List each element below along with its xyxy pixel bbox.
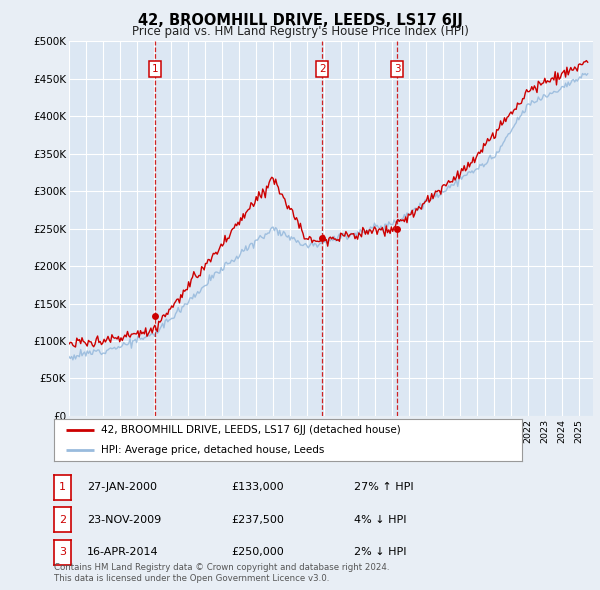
Text: £250,000: £250,000 <box>231 548 284 557</box>
Text: HPI: Average price, detached house, Leeds: HPI: Average price, detached house, Leed… <box>101 445 324 455</box>
Text: 2% ↓ HPI: 2% ↓ HPI <box>354 548 407 557</box>
Text: 27-JAN-2000: 27-JAN-2000 <box>87 483 157 492</box>
Text: Price paid vs. HM Land Registry's House Price Index (HPI): Price paid vs. HM Land Registry's House … <box>131 25 469 38</box>
Text: 42, BROOMHILL DRIVE, LEEDS, LS17 6JJ: 42, BROOMHILL DRIVE, LEEDS, LS17 6JJ <box>137 13 463 28</box>
Text: 3: 3 <box>394 64 400 74</box>
Text: 23-NOV-2009: 23-NOV-2009 <box>87 515 161 525</box>
Text: 2: 2 <box>319 64 326 74</box>
Text: Contains HM Land Registry data © Crown copyright and database right 2024.: Contains HM Land Registry data © Crown c… <box>54 563 389 572</box>
Text: £237,500: £237,500 <box>231 515 284 525</box>
Text: 42, BROOMHILL DRIVE, LEEDS, LS17 6JJ (detached house): 42, BROOMHILL DRIVE, LEEDS, LS17 6JJ (de… <box>101 425 401 435</box>
Text: 4% ↓ HPI: 4% ↓ HPI <box>354 515 407 525</box>
Text: This data is licensed under the Open Government Licence v3.0.: This data is licensed under the Open Gov… <box>54 574 329 583</box>
Text: 27% ↑ HPI: 27% ↑ HPI <box>354 483 413 492</box>
Text: 2: 2 <box>59 515 66 525</box>
Text: 16-APR-2014: 16-APR-2014 <box>87 548 158 557</box>
Text: 3: 3 <box>59 548 66 557</box>
Text: 1: 1 <box>59 483 66 492</box>
Text: 1: 1 <box>152 64 158 74</box>
Text: £133,000: £133,000 <box>231 483 284 492</box>
